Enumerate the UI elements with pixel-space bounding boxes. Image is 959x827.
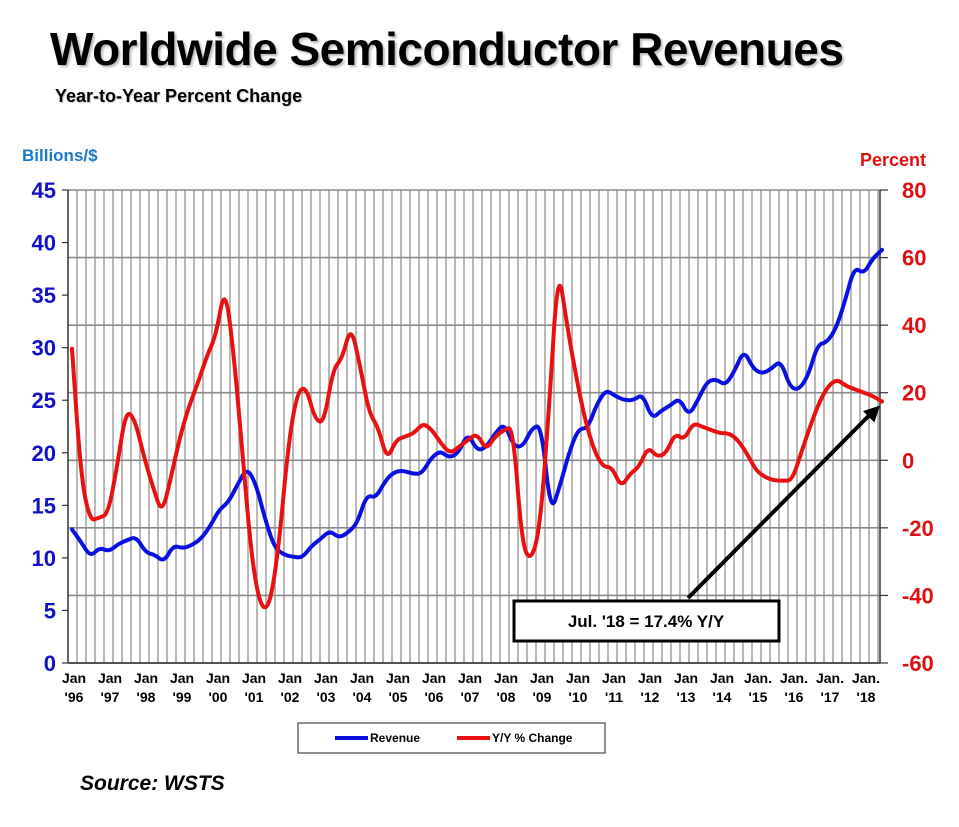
x-tick-label-year: '98 [137, 689, 156, 705]
annotation-arrow-head [863, 405, 880, 423]
x-tick-label-month: Jan [170, 670, 194, 686]
x-tick-label-year: '15 [749, 689, 768, 705]
x-tick-label-year: '12 [641, 689, 660, 705]
x-tick-label-year: '18 [857, 689, 876, 705]
x-tick-label-year: '11 [605, 689, 623, 705]
right-axis-unit-label: Percent [860, 150, 927, 170]
annotation-text: Jul. '18 = 17.4% Y/Y [568, 612, 725, 631]
x-tick-label-year: '99 [173, 689, 192, 705]
left-tick-label: 10 [32, 546, 56, 571]
x-tick-label-year: '04 [353, 689, 372, 705]
left-tick-label: 0 [44, 651, 56, 676]
x-tick-label-year: '03 [317, 689, 336, 705]
right-tick-label: 0 [902, 448, 914, 473]
left-tick-label: 15 [32, 493, 56, 518]
left-axis-unit-label: Billions/$ [22, 146, 98, 165]
x-tick-label-year: '09 [533, 689, 552, 705]
legend-label-revenue: Revenue [370, 731, 420, 745]
x-tick-label-year: '14 [713, 689, 732, 705]
left-tick-label: 20 [32, 441, 56, 466]
x-tick-label-month: Jan [242, 670, 266, 686]
left-tick-label: 45 [32, 178, 56, 203]
x-tick-label-year: '10 [569, 689, 588, 705]
right-tick-label: 40 [902, 313, 926, 338]
left-tick-label: 25 [32, 388, 56, 413]
right-tick-label: 20 [902, 381, 926, 406]
x-tick-label-month: Jan [206, 670, 230, 686]
right-axis-ticks: -60 -40 -20 0 20 40 60 80 [880, 178, 934, 676]
right-tick-label: -40 [902, 583, 934, 608]
x-tick-label-month: Jan [638, 670, 662, 686]
x-tick-label-month: Jan [566, 670, 590, 686]
x-tick-label-month: Jan [710, 670, 734, 686]
x-tick-label-year: '08 [497, 689, 516, 705]
right-tick-label: 60 [902, 246, 926, 271]
x-tick-label-year: '05 [389, 689, 408, 705]
x-tick-label-year: '13 [677, 689, 696, 705]
annotation: Jul. '18 = 17.4% Y/Y [512, 405, 880, 643]
left-tick-label: 5 [44, 598, 56, 623]
x-axis-ticks: Jan '96 Jan '97 Jan '98 Jan '99 Jan '00 Jan '01 Jan '… [62, 670, 880, 705]
right-tick-label: 80 [902, 178, 926, 203]
x-tick-label-year: '02 [281, 689, 300, 705]
chart-subtitle: Year-to-Year Percent Change [55, 86, 303, 106]
series-line-revenue [70, 247, 884, 562]
x-tick-label-month: Jan [530, 670, 554, 686]
x-tick-label-year: '96 [65, 689, 84, 705]
x-tick-label-month: Jan [494, 670, 518, 686]
x-tick-label-month: Jan [314, 670, 338, 686]
x-tick-label-year: '00 [209, 689, 228, 705]
x-tick-label-month: Jan [278, 670, 302, 686]
x-tick-label-year: '01 [245, 689, 264, 705]
x-tick-label-month: Jan [62, 670, 86, 686]
x-tick-label-year: '16 [785, 689, 804, 705]
annotation-arrow-shaft [686, 411, 874, 600]
x-tick-label-year: '07 [461, 689, 480, 705]
left-axis-ticks: 0 5 10 15 20 25 30 35 40 45 [32, 178, 68, 676]
x-tick-label-month: Jan [134, 670, 158, 686]
x-tick-label-year: '17 [821, 689, 840, 705]
series-line-y-y-change [70, 283, 884, 610]
x-tick-label-month: Jan [458, 670, 482, 686]
left-tick-label: 30 [32, 336, 56, 361]
chart-title: Worldwide Semiconductor Revenues [50, 23, 844, 75]
series-layer [70, 247, 884, 610]
x-tick-label-month: Jan [386, 670, 410, 686]
x-tick-label-month: Jan [674, 670, 698, 686]
x-tick-label-month: Jan. [816, 670, 844, 686]
right-tick-label: -60 [902, 651, 934, 676]
x-tick-label-month: Jan. [744, 670, 772, 686]
grid-lines [68, 189, 880, 664]
x-tick-label-month: Jan. [780, 670, 808, 686]
source-note: Source: WSTS [80, 772, 225, 795]
x-tick-label-month: Jan [602, 670, 626, 686]
left-tick-label: 40 [32, 231, 56, 256]
x-tick-label-month: Jan [422, 670, 446, 686]
legend-label-yoy: Y/Y % Change [492, 731, 573, 745]
x-tick-label-month: Jan [350, 670, 374, 686]
x-tick-label-year: '06 [425, 689, 444, 705]
left-tick-label: 35 [32, 283, 56, 308]
legend: Revenue Y/Y % Change [297, 722, 606, 754]
right-tick-label: -20 [902, 516, 934, 541]
annotation-box [512, 599, 781, 643]
x-tick-label-month: Jan. [852, 670, 880, 686]
x-tick-label-year: '97 [101, 689, 120, 705]
x-tick-label-month: Jan [98, 670, 122, 686]
axes [67, 190, 881, 664]
